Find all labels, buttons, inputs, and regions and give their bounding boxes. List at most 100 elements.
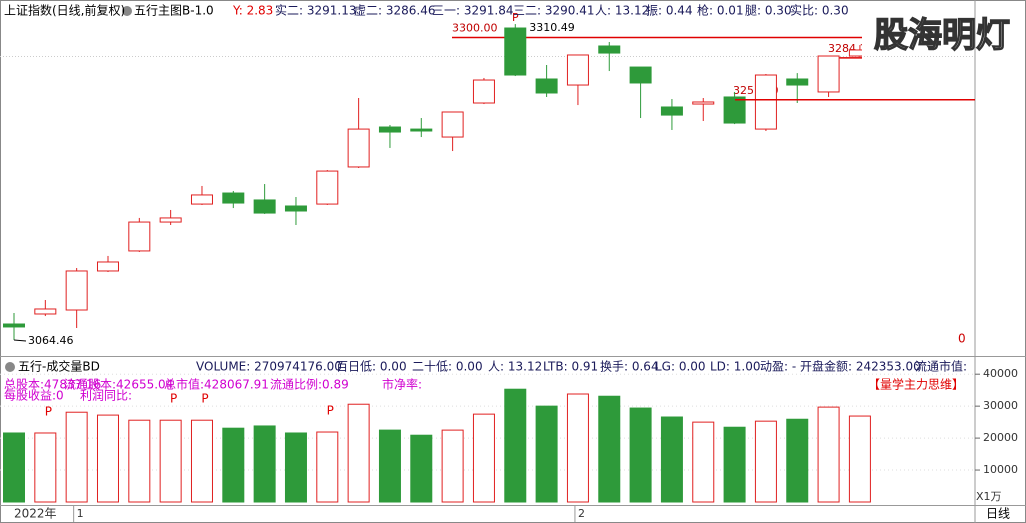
candle-body (441, 111, 464, 138)
reference-label: 3300.00 (452, 22, 498, 35)
volume-stat: VOLUME: 270974176.00 (196, 360, 342, 374)
y-tick-label: 20000 (983, 431, 1018, 444)
fundamental: 总市值:428067.91 (164, 377, 269, 392)
header-stat: 实比: 0.30 (790, 3, 849, 18)
volume-bar (848, 415, 871, 503)
volume-bar (472, 413, 495, 503)
date-label: 1 (77, 507, 84, 520)
volume-stat: 流通市值: (915, 359, 967, 374)
candle-body (848, 49, 862, 57)
volume-stat: LD: 1.00 (710, 360, 761, 374)
candle-body (472, 79, 495, 104)
candle-body (629, 66, 652, 84)
max-label: 3310.49 (529, 21, 575, 34)
y-tick-label: 10000 (983, 463, 1018, 476)
candle-body (222, 192, 245, 204)
candle-body (96, 261, 119, 272)
volume-stat: 百日低: 0.00 (336, 360, 407, 374)
fundamental: 流通比例:0.89 (270, 378, 349, 392)
volume-stat: 人: 13.12 (488, 360, 542, 374)
candle-body (754, 74, 777, 130)
year-label: 2022年 (14, 507, 57, 521)
volume-bar (441, 429, 464, 503)
header-stat: 振: 0.44 (646, 4, 693, 18)
volume-bar (629, 407, 652, 503)
volume-bar (723, 426, 746, 503)
fundamental: 市净率: (382, 377, 422, 392)
candle-body (316, 170, 339, 205)
volume-stat: 换手: 0.64 (600, 360, 659, 374)
header-stat: 人: 13.12 (595, 4, 649, 18)
volume-bar (190, 419, 213, 503)
volume-stat: LG: 0.00 (655, 360, 706, 374)
candle-body (190, 194, 213, 205)
volume-stat: 开盘金额: 242353.00 (800, 359, 921, 374)
period-label: 日线 (986, 507, 1010, 521)
volume-bar (316, 431, 339, 503)
price-axis-label: 0 (958, 332, 966, 346)
volume-bar (660, 416, 683, 503)
volume-bar (347, 403, 370, 503)
volume-bar (504, 388, 527, 503)
menu-icon[interactable] (122, 6, 132, 16)
volume-bar (692, 421, 715, 503)
candle-body (284, 205, 307, 212)
candle-body (535, 78, 558, 94)
candle-body (504, 27, 527, 76)
candle-body (817, 55, 840, 93)
volume-bar (410, 434, 433, 503)
min-arrow (13, 339, 27, 342)
volume-stat: 动盈: - (760, 360, 796, 374)
candle-body (660, 106, 683, 116)
volume-bar (378, 429, 401, 503)
candle-body (786, 78, 809, 86)
volume-bar (284, 432, 307, 503)
header-stat: 三二: 3290.41 (513, 4, 594, 18)
signal: P (170, 392, 177, 406)
volume-bar (159, 419, 182, 503)
y-tick-label: 40000 (983, 367, 1018, 380)
volume-unit: X1万 (976, 490, 1002, 503)
candle-body (692, 101, 715, 105)
volume-title: 五行-成交量BD (18, 359, 100, 374)
candle-body (347, 128, 370, 168)
candle-body (378, 126, 401, 133)
candle-body (253, 199, 276, 214)
signal: P (327, 404, 334, 418)
fundamental: 利润同比: (80, 389, 132, 403)
header-stat: 虚二: 3286.46 (354, 4, 435, 18)
badge: 【量学主力思维】 (868, 377, 964, 392)
volume-bar (253, 425, 276, 503)
volume-bar (3, 432, 25, 503)
menu-icon[interactable] (5, 362, 15, 372)
header-stat: 腿: 0.30 (745, 4, 792, 18)
candle-body (128, 221, 151, 252)
fundamental: 总股本:47837.16 (4, 378, 101, 392)
volume-bar (96, 414, 119, 503)
candle-body (598, 45, 621, 54)
volume-stat: 二十低: 0.00 (412, 360, 483, 374)
signal: P (512, 11, 519, 24)
header-stat: 三一: 3291.84 (432, 4, 513, 18)
candle-body (566, 54, 589, 86)
volume-bar (754, 420, 777, 503)
candle-body (410, 128, 433, 132)
candle-body (159, 217, 182, 223)
header-stat: 实二: 3291.13 (275, 3, 356, 18)
symbol: 上证指数(日线,前复权) (4, 3, 125, 18)
volume-bar (222, 427, 245, 503)
volume-bar (65, 411, 88, 503)
volume-bar (817, 406, 840, 503)
candle-body (65, 270, 88, 311)
fundamental: 每股收益:0 (4, 388, 64, 403)
volume-bar (598, 395, 621, 503)
volume-bar (786, 418, 809, 503)
indicator: 五行主图B-1.0 (134, 4, 214, 18)
volume-bar (34, 432, 57, 503)
signal: P (45, 404, 52, 418)
volume-bar (128, 419, 151, 503)
y-tick-label: 30000 (983, 399, 1018, 412)
watermark: 股海明灯 (874, 16, 1010, 56)
min-label: 3064.46 (28, 334, 74, 347)
